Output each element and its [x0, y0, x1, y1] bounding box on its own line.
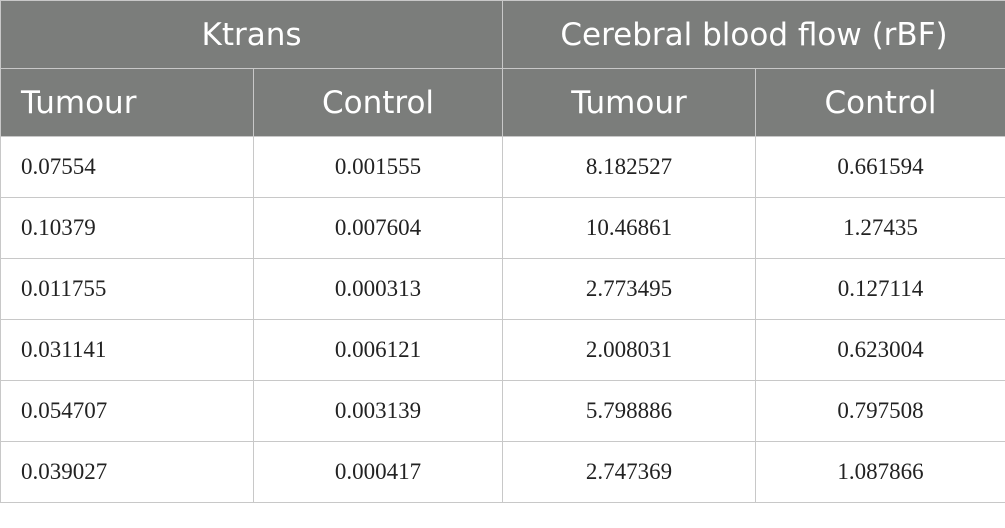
table-cell: 0.000417 — [253, 441, 503, 503]
table-cell: 0.623004 — [754, 319, 1005, 381]
table-row: 0.031141 0.006121 2.008031 0.623004 — [0, 319, 1005, 381]
table-cell: 0.797508 — [754, 380, 1005, 442]
table-cell: 1.087866 — [754, 441, 1005, 503]
table-cell: 0.007604 — [253, 197, 503, 259]
sub-header-row: Tumour Control Tumour Control — [0, 68, 1005, 137]
table-cell: 2.747369 — [502, 441, 756, 503]
sub-header-rbf-tumour: Tumour — [502, 68, 756, 137]
table-row: 0.039027 0.000417 2.747369 1.087866 — [0, 441, 1005, 503]
table-row: 0.011755 0.000313 2.773495 0.127114 — [0, 258, 1005, 320]
table-row: 0.07554 0.001555 8.182527 0.661594 — [0, 136, 1005, 198]
table-row: 0.10379 0.007604 10.46861 1.27435 — [0, 197, 1005, 259]
table-row: 0.054707 0.003139 5.798886 0.797508 — [0, 380, 1005, 442]
data-table: Ktrans Cerebral blood flow (rBF) Tumour … — [0, 0, 1005, 503]
table-cell: 0.001555 — [253, 136, 503, 198]
table-cell: 0.006121 — [253, 319, 503, 381]
table-cell: 0.000313 — [253, 258, 503, 320]
table-cell: 0.127114 — [754, 258, 1005, 320]
table-cell: 0.054707 — [0, 380, 254, 442]
group-header-cerebral-blood-flow: Cerebral blood flow (rBF) — [501, 0, 1005, 69]
table-cell: 0.07554 — [0, 136, 254, 198]
table-cell: 0.011755 — [0, 258, 254, 320]
table-cell: 0.661594 — [754, 136, 1005, 198]
sub-header-ktrans-tumour: Tumour — [0, 68, 254, 137]
table-cell: 1.27435 — [754, 197, 1005, 259]
table-cell: 0.039027 — [0, 441, 254, 503]
sub-header-rbf-control: Control — [754, 68, 1005, 137]
table-cell: 10.46861 — [502, 197, 756, 259]
table-cell: 0.10379 — [0, 197, 254, 259]
group-header-row: Ktrans Cerebral blood flow (rBF) — [0, 0, 1005, 69]
group-header-ktrans: Ktrans — [0, 0, 503, 69]
table-cell: 2.773495 — [502, 258, 756, 320]
table-cell: 5.798886 — [502, 380, 756, 442]
table-cell: 0.003139 — [253, 380, 503, 442]
table-cell: 8.182527 — [502, 136, 756, 198]
sub-header-ktrans-control: Control — [253, 68, 503, 137]
table-cell: 2.008031 — [502, 319, 756, 381]
table-cell: 0.031141 — [0, 319, 254, 381]
